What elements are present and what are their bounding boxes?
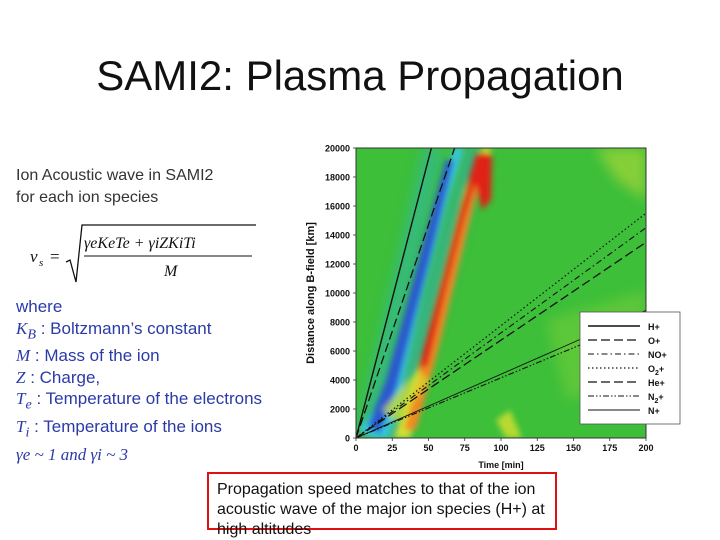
legend-label-5: He+ bbox=[648, 378, 665, 388]
legend-label-1: H+ bbox=[648, 322, 660, 332]
y-tick-label: 12000 bbox=[325, 260, 350, 270]
y-axis-label: Distance along B-field [km] bbox=[305, 222, 317, 364]
series-line-3 bbox=[356, 227, 646, 438]
series-lines bbox=[356, 148, 646, 438]
x-axis-label: Time [min] bbox=[478, 460, 523, 470]
y-tick-label: 8000 bbox=[330, 318, 350, 328]
x-axis-ticks: 0 25 50 75 100 125 150 175 200 bbox=[353, 438, 654, 453]
legend-box bbox=[579, 311, 681, 425]
definition-gamma: γe ~ 1 and γi ~ 3 bbox=[16, 445, 129, 465]
definitions-where: where bbox=[16, 297, 63, 316]
formula-lhs: v bbox=[30, 247, 38, 266]
legend-label-4: O2+ bbox=[648, 364, 664, 377]
definition-te: Te : Temperature of the electrons bbox=[16, 389, 263, 413]
legend-label-6: N2+ bbox=[648, 392, 664, 405]
series-line-1 bbox=[356, 148, 433, 438]
legend-label-3: NO+ bbox=[648, 350, 667, 360]
x-tick-label: 200 bbox=[638, 443, 653, 453]
y-tick-label: 10000 bbox=[325, 289, 350, 299]
x-tick-label: 125 bbox=[530, 443, 545, 453]
x-tick-label: 75 bbox=[460, 443, 470, 453]
x-tick-label: 50 bbox=[423, 443, 433, 453]
x-tick-label: 25 bbox=[387, 443, 397, 453]
definition-ti: Ti : Temperature of the ions bbox=[16, 417, 222, 441]
legend-label-2: O+ bbox=[648, 336, 660, 346]
series-line-5 bbox=[356, 241, 646, 438]
x-tick-label: 150 bbox=[566, 443, 581, 453]
ion-acoustic-formula: v s = γeKeTe + γiZKiTi M bbox=[30, 224, 256, 283]
propagation-chart: 0200040006000800010000120001400016000180… bbox=[305, 144, 681, 470]
y-tick-label: 16000 bbox=[325, 202, 350, 212]
svg-text:=: = bbox=[50, 247, 60, 266]
y-tick-label: 0 bbox=[345, 434, 350, 444]
y-axis-ticks: 0 2000 4000 6000 8000 10000 12000 14000 16000 180… bbox=[325, 144, 356, 444]
conclusion-callout: Propagation speed matches to that of the… bbox=[207, 472, 557, 538]
heatmap-field bbox=[356, 148, 646, 438]
y-tick-label: 2000 bbox=[330, 405, 350, 415]
formula-lhs-sub: s bbox=[39, 257, 43, 269]
legend: H+ O+ NO+ O2+He+ N2+N+ bbox=[579, 311, 681, 425]
x-tick-label: 0 bbox=[353, 443, 358, 453]
y-tick-label: 4000 bbox=[330, 376, 350, 386]
legend-label-7: N+ bbox=[648, 406, 660, 416]
series-line-4 bbox=[356, 212, 646, 438]
y-tick-label: 20000 bbox=[325, 144, 350, 154]
series-line-2 bbox=[356, 148, 456, 438]
formula-denominator: M bbox=[163, 263, 179, 280]
intro-line-1: Ion Acoustic wave in SAMI2 bbox=[16, 167, 214, 184]
definition-kb: KB : Boltzmann’s constant bbox=[16, 318, 212, 342]
y-tick-label: 18000 bbox=[325, 173, 350, 183]
definition-m: M : Mass of the ion bbox=[16, 346, 160, 366]
slide-title: SAMI2: Plasma Propagation bbox=[96, 52, 624, 99]
intro-line-2: for each ion species bbox=[16, 189, 159, 206]
definition-z: Z : Charge, bbox=[16, 367, 101, 387]
y-tick-label: 14000 bbox=[325, 231, 350, 241]
x-tick-label: 175 bbox=[602, 443, 617, 453]
definitions-list: where KB : Boltzmann’s constant M : Mass… bbox=[16, 296, 262, 466]
x-tick-label: 100 bbox=[493, 443, 508, 453]
intro-text: Ion Acoustic wave in SAMI2 for each ion … bbox=[16, 165, 213, 209]
y-tick-label: 6000 bbox=[330, 347, 350, 357]
formula-numerator: γeKeTe + γiZKiTi bbox=[84, 235, 196, 252]
